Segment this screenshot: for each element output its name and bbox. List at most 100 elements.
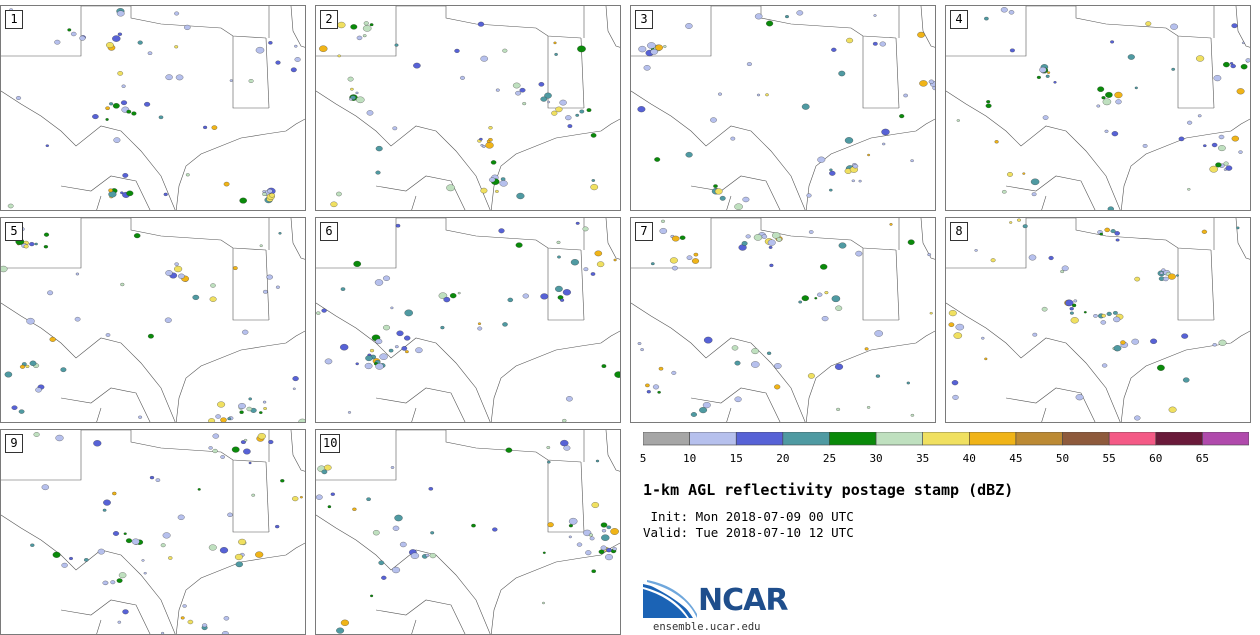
reflectivity-cell — [116, 578, 123, 583]
reflectivity-cell — [505, 447, 513, 453]
reflectivity-cell — [375, 145, 383, 152]
map-border — [547, 460, 584, 533]
reflectivity-cell — [734, 360, 741, 366]
reflectivity-cell — [1032, 332, 1038, 337]
map-border — [547, 36, 584, 109]
reflectivity-cell — [1182, 377, 1190, 383]
reflectivity-cell — [591, 502, 600, 508]
map-border — [375, 599, 466, 634]
reflectivity-cell — [15, 96, 22, 100]
colorbar-segment — [1155, 432, 1203, 446]
reflectivity-cell — [197, 488, 201, 491]
reflectivity-cell — [229, 79, 233, 82]
reflectivity-cell — [1238, 150, 1243, 154]
map-border — [60, 175, 151, 210]
reflectivity-cell — [669, 257, 678, 264]
reflectivity-cell — [589, 536, 595, 541]
reflectivity-cell — [560, 298, 565, 302]
reflectivity-cell — [1007, 172, 1013, 177]
reflectivity-cell — [102, 508, 107, 512]
colorbar-tick-label: 55 — [1102, 452, 1116, 465]
map-border — [265, 461, 270, 533]
map-border — [175, 118, 305, 210]
reflectivity-cell — [18, 409, 25, 414]
map-border — [232, 248, 269, 321]
reflectivity-cell — [112, 35, 121, 42]
reflectivity-cell — [155, 478, 161, 482]
reflectivity-cell — [248, 79, 254, 83]
reflectivity-cell — [814, 297, 818, 300]
postage-stamp-panel: 2 — [315, 5, 621, 211]
reflectivity-cell — [131, 538, 140, 545]
reflectivity-cell — [594, 250, 603, 257]
reflectivity-cell — [210, 283, 216, 288]
reflectivity-cell — [499, 180, 508, 187]
reflectivity-cell — [1101, 363, 1108, 368]
member-label: 6 — [320, 222, 338, 241]
colorbar-segment — [875, 432, 924, 446]
map-border — [580, 249, 585, 321]
reflectivity-cell — [1127, 54, 1135, 60]
reflectivity-cell — [396, 330, 404, 337]
reflectivity-cell — [239, 197, 247, 204]
reflectivity-cell — [1047, 71, 1051, 74]
colorbar-segment — [1202, 432, 1249, 446]
reflectivity-cell — [45, 144, 49, 147]
reflectivity-cell — [1107, 206, 1114, 210]
reflectivity-cell — [29, 242, 35, 247]
map-border — [605, 218, 620, 260]
reflectivity-cell — [449, 293, 457, 299]
reflectivity-cell — [121, 84, 126, 88]
reflectivity-cell — [690, 412, 697, 417]
reflectivity-cell — [52, 551, 61, 558]
reflectivity-cell — [429, 553, 437, 559]
reflectivity-cell — [974, 249, 978, 252]
member-label: 1 — [5, 10, 23, 29]
reflectivity-cell — [1022, 224, 1028, 229]
reflectivity-cell — [395, 223, 401, 228]
reflectivity-cell — [375, 363, 384, 370]
reflectivity-cell — [774, 384, 781, 390]
reflectivity-cell — [1111, 131, 1119, 137]
reflectivity-cell — [356, 96, 365, 104]
map-border — [375, 175, 466, 210]
reflectivity-cell — [350, 24, 358, 30]
reflectivity-cell — [375, 170, 381, 175]
reflectivity-cell — [492, 527, 498, 532]
reflectivity-cell — [515, 90, 522, 96]
reflectivity-cell — [522, 293, 529, 299]
reflectivity-cell — [575, 113, 580, 117]
reflectivity-cell — [105, 333, 111, 337]
reflectivity-cell — [374, 279, 384, 286]
reflectivity-cell — [1022, 172, 1026, 175]
reflectivity-cell — [404, 309, 413, 317]
reflectivity-cell — [590, 184, 599, 191]
reflectivity-cell — [556, 240, 561, 244]
reflectivity-cell — [192, 294, 200, 300]
reflectivity-cell — [97, 548, 105, 555]
reflectivity-cell — [1213, 75, 1222, 82]
reflectivity-cell — [858, 179, 862, 183]
reflectivity-cell — [61, 562, 68, 568]
reflectivity-cell — [1028, 254, 1037, 261]
reflectivity-cell — [208, 418, 216, 422]
reflectivity-cell — [399, 541, 407, 548]
reflectivity-cell — [1236, 88, 1245, 95]
reflectivity-cell — [268, 439, 274, 445]
reflectivity-cell — [117, 71, 124, 76]
reflectivity-cell — [955, 323, 965, 331]
member-label: 2 — [320, 10, 338, 29]
reflectivity-cell — [851, 179, 855, 183]
reflectivity-cell — [1083, 311, 1087, 314]
reflectivity-cell — [824, 291, 829, 295]
reflectivity-cell — [49, 336, 56, 342]
reflectivity-cell — [174, 45, 179, 49]
reflectivity-cell — [546, 446, 551, 449]
map-border — [895, 37, 900, 109]
reflectivity-cell — [801, 103, 810, 110]
reflectivity-cell — [555, 106, 563, 113]
reflectivity-cell — [516, 192, 525, 200]
reflectivity-cell — [337, 21, 346, 29]
reflectivity-cell — [567, 124, 573, 128]
map-view — [316, 430, 620, 634]
